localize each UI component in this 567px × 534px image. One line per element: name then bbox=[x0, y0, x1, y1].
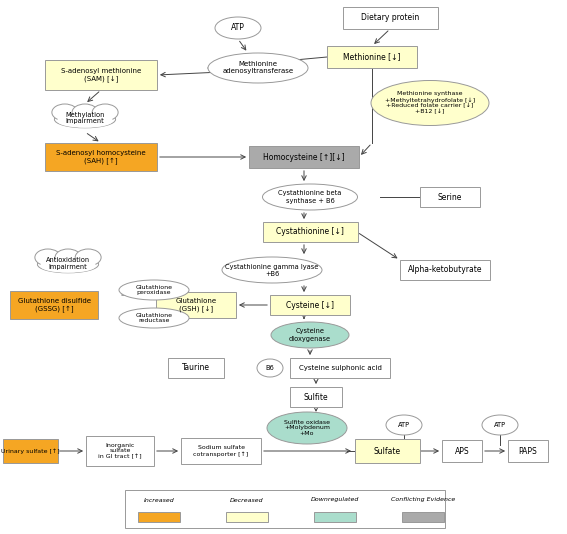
Text: Homocysteine [↑][↓]: Homocysteine [↑][↓] bbox=[263, 153, 345, 161]
Text: Alpha-ketobutyrate: Alpha-ketobutyrate bbox=[408, 265, 483, 274]
Text: Glutathione
peroxidase: Glutathione peroxidase bbox=[136, 285, 172, 295]
FancyBboxPatch shape bbox=[86, 436, 154, 466]
Text: Methionine synthase
+Methyltetrahydrofolate [↓]
+Reduced folate carrier [↓]
+B12: Methionine synthase +Methyltetrahydrofol… bbox=[385, 91, 475, 114]
Text: Conflicting Evidence: Conflicting Evidence bbox=[391, 498, 455, 502]
Text: Sulfite: Sulfite bbox=[304, 392, 328, 402]
FancyBboxPatch shape bbox=[249, 146, 359, 168]
Text: Glutathione disulfide
(GSSG) [↑]: Glutathione disulfide (GSSG) [↑] bbox=[18, 298, 91, 312]
FancyBboxPatch shape bbox=[354, 439, 420, 463]
FancyBboxPatch shape bbox=[45, 60, 157, 90]
Ellipse shape bbox=[257, 359, 283, 377]
FancyBboxPatch shape bbox=[181, 438, 261, 464]
Text: Glutathione
reductase: Glutathione reductase bbox=[136, 312, 172, 324]
FancyBboxPatch shape bbox=[400, 260, 490, 280]
Ellipse shape bbox=[40, 259, 96, 273]
FancyBboxPatch shape bbox=[10, 291, 98, 319]
Text: Cystathionine beta
synthase + B6: Cystathionine beta synthase + B6 bbox=[278, 191, 342, 203]
Ellipse shape bbox=[267, 412, 347, 444]
FancyBboxPatch shape bbox=[156, 292, 236, 318]
Text: ATP: ATP bbox=[231, 23, 245, 33]
FancyBboxPatch shape bbox=[125, 490, 445, 528]
FancyBboxPatch shape bbox=[290, 387, 342, 407]
Text: Methionine
adenosyltransferase: Methionine adenosyltransferase bbox=[222, 61, 294, 75]
Ellipse shape bbox=[52, 104, 78, 121]
Text: Taurine: Taurine bbox=[182, 364, 210, 373]
Text: Glutathione
(GSH) [↓]: Glutathione (GSH) [↓] bbox=[175, 298, 217, 312]
Text: Downregulated: Downregulated bbox=[311, 498, 359, 502]
Text: Cysteine sulphonic acid: Cysteine sulphonic acid bbox=[299, 365, 382, 371]
Ellipse shape bbox=[75, 249, 101, 266]
Ellipse shape bbox=[271, 322, 349, 348]
Ellipse shape bbox=[222, 257, 322, 283]
Text: Cysteine [↓]: Cysteine [↓] bbox=[286, 301, 334, 310]
Ellipse shape bbox=[57, 114, 113, 128]
Text: Dietary protein: Dietary protein bbox=[361, 13, 419, 22]
Text: Sodium sulfate
cotransporter [↑]: Sodium sulfate cotransporter [↑] bbox=[193, 445, 248, 457]
Text: Antioxidation
Impairment: Antioxidation Impairment bbox=[46, 256, 90, 270]
FancyBboxPatch shape bbox=[442, 440, 482, 462]
FancyBboxPatch shape bbox=[2, 439, 57, 463]
Text: ATP: ATP bbox=[398, 422, 410, 428]
Ellipse shape bbox=[35, 249, 61, 266]
FancyBboxPatch shape bbox=[420, 187, 480, 207]
FancyBboxPatch shape bbox=[508, 440, 548, 462]
Text: Sulfite oxidase
+Molybdenum
+Mo: Sulfite oxidase +Molybdenum +Mo bbox=[284, 420, 330, 436]
Text: Sulfate: Sulfate bbox=[374, 446, 400, 456]
Text: APS: APS bbox=[455, 446, 469, 456]
Text: ATP: ATP bbox=[494, 422, 506, 428]
Ellipse shape bbox=[92, 104, 118, 121]
Text: Methionine [↓]: Methionine [↓] bbox=[343, 52, 401, 61]
Text: Serine: Serine bbox=[438, 192, 462, 201]
Ellipse shape bbox=[119, 280, 189, 300]
FancyBboxPatch shape bbox=[314, 512, 356, 522]
FancyBboxPatch shape bbox=[402, 512, 444, 522]
Ellipse shape bbox=[263, 184, 358, 210]
Ellipse shape bbox=[215, 17, 261, 39]
Ellipse shape bbox=[54, 111, 116, 128]
Ellipse shape bbox=[119, 308, 189, 328]
Text: PAPS: PAPS bbox=[519, 446, 538, 456]
FancyBboxPatch shape bbox=[270, 295, 350, 315]
Text: Inorganic
sulfate
in GI tract [↑]: Inorganic sulfate in GI tract [↑] bbox=[98, 443, 142, 459]
FancyBboxPatch shape bbox=[263, 222, 358, 242]
Ellipse shape bbox=[37, 256, 99, 273]
Text: Cystathionine [↓]: Cystathionine [↓] bbox=[276, 227, 344, 237]
FancyBboxPatch shape bbox=[138, 512, 180, 522]
Ellipse shape bbox=[371, 81, 489, 125]
Text: S-adenosyl homocysteine
(SAH) [↑]: S-adenosyl homocysteine (SAH) [↑] bbox=[56, 150, 146, 164]
Text: S-adenosyl methionine
(SAM) [↓]: S-adenosyl methionine (SAM) [↓] bbox=[61, 68, 141, 82]
Text: Cysteine
dioxygenase: Cysteine dioxygenase bbox=[289, 328, 331, 342]
Ellipse shape bbox=[208, 53, 308, 83]
Ellipse shape bbox=[55, 249, 81, 266]
Ellipse shape bbox=[72, 104, 98, 121]
FancyBboxPatch shape bbox=[45, 143, 157, 171]
Text: B6: B6 bbox=[265, 365, 274, 371]
Text: Increased: Increased bbox=[143, 498, 175, 502]
Text: Decreased: Decreased bbox=[230, 498, 264, 502]
Ellipse shape bbox=[482, 415, 518, 435]
FancyBboxPatch shape bbox=[342, 7, 438, 29]
Text: Urinary sulfate [↑]: Urinary sulfate [↑] bbox=[1, 449, 60, 454]
FancyBboxPatch shape bbox=[327, 46, 417, 68]
FancyBboxPatch shape bbox=[226, 512, 268, 522]
FancyBboxPatch shape bbox=[290, 358, 390, 378]
Text: Methylation
Impairment: Methylation Impairment bbox=[65, 112, 105, 124]
FancyBboxPatch shape bbox=[168, 358, 224, 378]
Ellipse shape bbox=[386, 415, 422, 435]
Text: Cystathionine gamma lyase
+B6: Cystathionine gamma lyase +B6 bbox=[225, 263, 319, 277]
